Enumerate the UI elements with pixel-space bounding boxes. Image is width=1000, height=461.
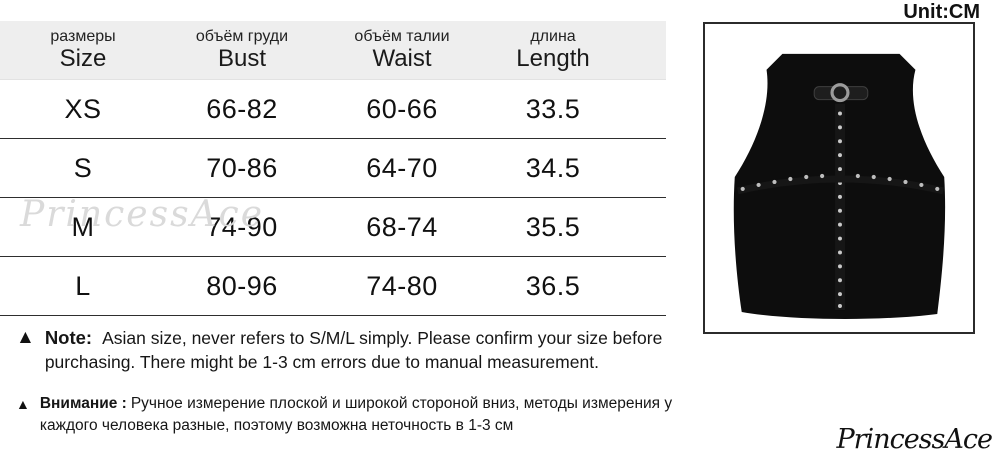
note-triangle-icon: ▲ [16,327,35,348]
cell-waist: 74-80 [366,270,438,301]
column-header-waist-en: Waist [372,44,432,72]
cell-bust: 70-86 [206,152,278,183]
halter-crop-top-image [733,53,946,319]
note-russian: ▲ Внимание : Ручное измерение плоской и ш… [16,393,716,438]
column-header-length: длина Length [486,21,666,79]
note-english-body: Asian size, never refers to S/M/L simply… [44,328,663,372]
cell-size: L [75,270,91,301]
column-header-size-ru: размеры [50,27,116,45]
column-header-bust-en: Bust [217,44,267,72]
column-header-waist-ru: объём талии [354,27,450,45]
unit-label: Unit:CM [903,1,980,23]
cell-size: XS [64,93,102,124]
cell-bust: 80-96 [206,270,278,301]
product-photo-frame [703,22,975,334]
size-table-header: размеры Size объём груди Bust объём тали… [0,21,666,80]
cell-length: 34.5 [525,152,581,183]
note-english-label: Note: [44,327,93,348]
column-header-length-en: Length [516,44,590,72]
cell-size: S [73,152,93,183]
table-row-xs: XS 66-82 60-66 33.5 [0,80,666,139]
note-russian-body: Ручное измерение плоской и широкой сторо… [39,395,673,435]
table-row-m: M 74-90 68-74 35.5 [0,198,666,257]
size-table: размеры Size объём груди Bust объём тали… [0,21,666,316]
column-header-bust: объём груди Bust [166,21,318,79]
column-header-length-ru: длина [530,27,576,45]
column-header-waist: объём талии Waist [318,21,486,79]
table-row-l: L 80-96 74-80 36.5 [0,257,666,316]
note-english: ▲ Note: Asian size, never refers to S/M/L… [16,326,672,375]
column-header-size-en: Size [59,44,107,72]
note-russian-label: Внимание : [39,395,127,412]
cell-waist: 60-66 [366,93,438,124]
cell-size: M [71,211,95,242]
note-english-text: Note: Asian size, never refers to S/M/L s… [45,326,672,375]
cell-length: 35.5 [525,211,581,242]
cell-bust: 66-82 [206,93,278,124]
column-header-bust-ru: объём груди [195,27,289,45]
brand-logo-text: PrincessAce [836,424,993,455]
cell-waist: 64-70 [366,152,438,183]
note-russian-text: Внимание : Ручное измерение плоской и шир… [40,393,716,438]
cell-length: 33.5 [525,93,581,124]
column-header-size: размеры Size [0,21,166,79]
cell-length: 36.5 [525,270,581,301]
cell-waist: 68-74 [366,211,438,242]
cell-bust: 74-90 [206,211,278,242]
note-triangle-icon: ▲ [16,396,30,412]
table-row-s: S 70-86 64-70 34.5 [0,139,666,198]
